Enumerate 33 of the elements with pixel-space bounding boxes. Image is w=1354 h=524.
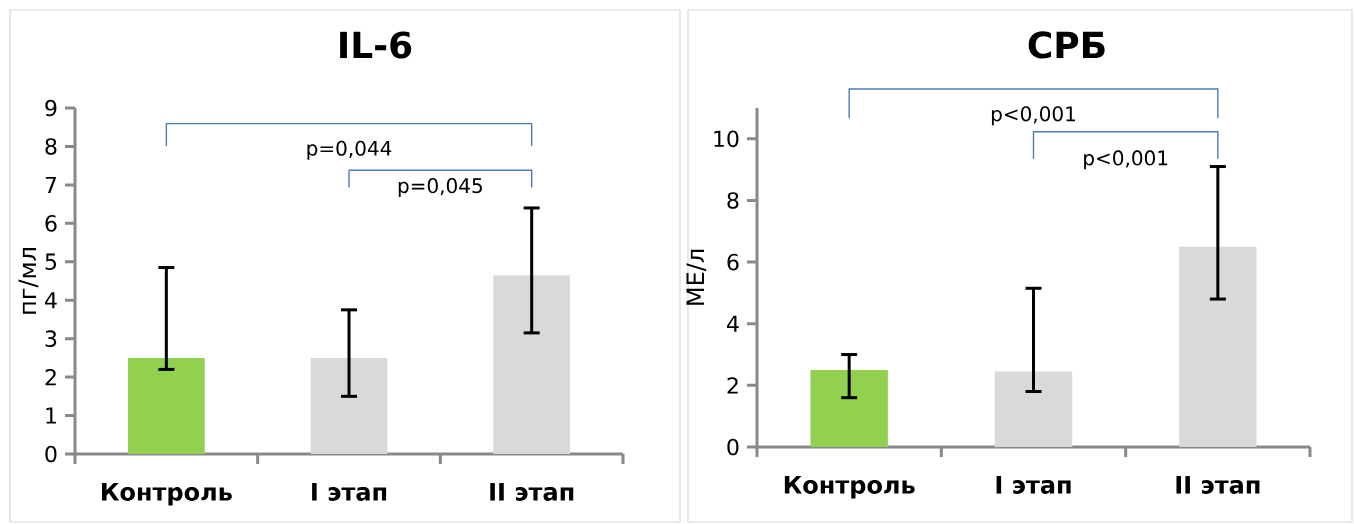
y-tick-label: 9 <box>45 99 57 117</box>
y-tick-label: 3 <box>45 330 57 347</box>
y-tick-label: 6 <box>45 215 57 232</box>
y-tick-label: 7 <box>45 176 57 193</box>
x-tick-label: I этап <box>996 476 1071 494</box>
y-tick-label: 6 <box>727 253 739 271</box>
x-tick-label: Контроль <box>102 483 232 506</box>
chart-title: СРБ <box>1028 31 1105 59</box>
y-tick-label: 0 <box>45 445 57 463</box>
y-axis-title: пг/мл <box>18 248 39 314</box>
bar <box>994 371 1073 447</box>
annotation: p<0,001 <box>991 106 1076 126</box>
y-tick-label: 2 <box>727 377 738 394</box>
y-axis-title: МЕ/л <box>686 249 707 305</box>
bar <box>1179 246 1257 447</box>
y-tick-label: 0 <box>727 438 739 456</box>
y-tick-label: 8 <box>45 138 57 155</box>
bar <box>810 369 888 447</box>
x-tick-label: II этап <box>1176 476 1260 494</box>
x-tick-label: I этап <box>312 483 387 501</box>
x-tick-label: II этап <box>490 483 574 501</box>
y-tick-label: 4 <box>727 315 739 332</box>
annotation: p=0,044 <box>307 140 392 160</box>
y-tick-label: 2 <box>45 368 56 386</box>
y-tick-label: 8 <box>727 192 739 209</box>
annotation: p<0,001 <box>1084 150 1168 170</box>
y-tick-label: 1 <box>46 407 56 424</box>
y-tick-label: 10 <box>714 130 739 148</box>
x-tick-label: Контроль <box>784 476 915 499</box>
chart-title: IL-6 <box>340 31 412 59</box>
y-tick-label: 4 <box>45 292 57 309</box>
annotation: p=0,045 <box>398 178 482 198</box>
y-tick-label: 5 <box>45 253 57 270</box>
